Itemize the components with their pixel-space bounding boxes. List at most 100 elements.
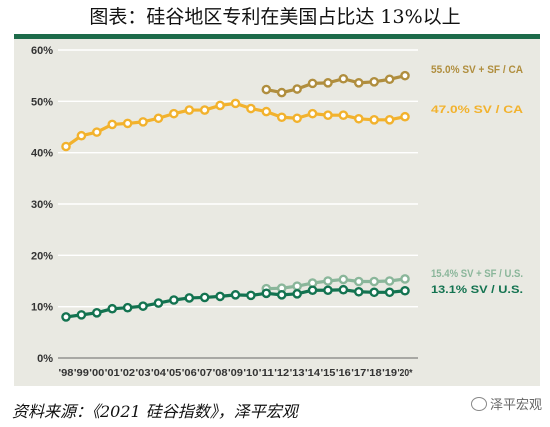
y-tick-label: 30% — [31, 199, 53, 211]
data-point — [307, 108, 318, 119]
data-point — [276, 87, 287, 98]
series-label: 55.0% SV + SF / CA — [431, 64, 523, 76]
x-tick-label: '04 — [151, 368, 166, 379]
header-bar — [14, 34, 540, 39]
data-point — [153, 298, 164, 308]
x-tick-label: '02 — [120, 368, 135, 379]
data-point — [384, 115, 395, 125]
data-point — [246, 103, 256, 114]
series-line — [266, 74, 406, 95]
wechat-icon — [470, 396, 487, 411]
data-point — [276, 290, 287, 300]
data-point — [199, 292, 210, 303]
data-point — [169, 108, 179, 119]
data-point — [369, 287, 379, 298]
data-point — [92, 127, 102, 137]
data-point — [369, 77, 379, 87]
data-point — [122, 118, 133, 129]
data-point — [184, 293, 195, 303]
data-point — [400, 70, 410, 81]
data-point — [323, 285, 333, 296]
series-label: 47.0% SV / CA — [431, 104, 523, 116]
x-tick-label: '00 — [89, 368, 104, 379]
data-point — [230, 290, 241, 300]
x-tick-label: '14 — [305, 368, 320, 379]
data-point — [184, 105, 195, 115]
x-tick-label: '07 — [197, 368, 212, 379]
x-tick-label: '98 — [59, 368, 74, 379]
x-tick-label: '15 — [320, 368, 335, 379]
data-point — [353, 113, 364, 124]
data-point — [292, 281, 302, 291]
data-point — [76, 310, 87, 320]
x-tick-label: '19 — [382, 368, 397, 379]
data-point — [276, 112, 287, 123]
watermark-text: 泽平宏观 — [489, 398, 542, 413]
x-tick-label: '03 — [136, 368, 151, 379]
x-tick-label: '20* — [398, 368, 413, 379]
data-point — [261, 84, 272, 95]
y-tick-label: 10% — [31, 302, 53, 314]
x-tick-label: '10 — [243, 368, 258, 379]
data-point — [353, 78, 364, 88]
data-point — [400, 274, 410, 284]
data-point — [215, 100, 225, 111]
data-point — [292, 113, 302, 124]
data-point — [107, 303, 118, 314]
data-point — [92, 308, 102, 318]
data-point — [338, 274, 349, 285]
data-point — [215, 291, 225, 302]
data-point — [323, 78, 333, 88]
data-point — [261, 106, 272, 117]
y-tick-label: 20% — [31, 250, 53, 262]
data-point — [230, 98, 241, 109]
data-point — [338, 110, 349, 120]
x-tick-label: '05 — [166, 368, 181, 379]
data-point — [169, 295, 179, 305]
x-tick-label: '12 — [274, 368, 289, 379]
data-point — [369, 276, 379, 287]
series-1 — [261, 70, 410, 98]
data-point — [384, 287, 395, 298]
data-point — [323, 276, 333, 286]
data-point — [61, 312, 71, 322]
x-tick-label: '17 — [351, 368, 366, 379]
data-point — [307, 285, 318, 296]
data-point — [153, 113, 164, 124]
data-point — [369, 115, 379, 125]
data-point — [353, 286, 364, 297]
series-2 — [61, 98, 410, 152]
x-tick-label: '11 — [259, 368, 275, 379]
data-point — [384, 276, 395, 286]
data-point — [353, 276, 364, 287]
x-tick-label: '09 — [228, 368, 243, 379]
data-point — [307, 78, 318, 89]
page-title: 图表：硅谷地区专利在美国占比达 13%以上 — [89, 6, 461, 28]
data-point — [76, 130, 87, 141]
x-tick-label: '08 — [213, 368, 228, 379]
y-tick-label: 60% — [31, 45, 53, 57]
x-tick-label: '01 — [105, 368, 120, 379]
data-point — [246, 290, 256, 301]
data-point — [338, 73, 349, 84]
data-point — [122, 302, 133, 313]
data-point — [338, 284, 349, 295]
x-tick-label: '06 — [182, 368, 197, 379]
series-line — [266, 277, 406, 291]
data-point — [323, 110, 333, 120]
x-tick-label: '18 — [367, 368, 382, 379]
data-point — [400, 111, 410, 122]
data-point — [61, 141, 71, 152]
data-point — [400, 285, 410, 296]
x-tick-label: '16 — [336, 368, 351, 379]
data-point — [261, 288, 272, 299]
data-point — [292, 289, 302, 299]
watermark: 泽平宏观 — [470, 394, 542, 413]
data-point — [138, 117, 148, 127]
series-4 — [61, 284, 410, 322]
plot-background — [14, 39, 540, 386]
data-point — [107, 119, 118, 130]
y-tick-label: 40% — [31, 148, 53, 160]
y-tick-label: 0% — [37, 353, 53, 365]
